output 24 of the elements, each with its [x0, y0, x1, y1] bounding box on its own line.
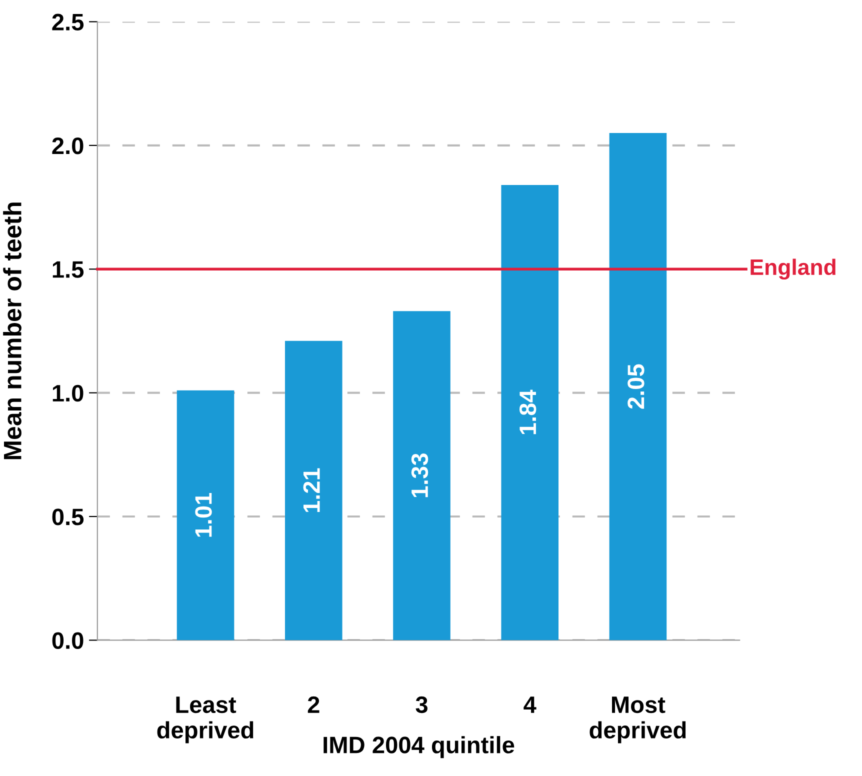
- x-tick-label: 4: [524, 696, 536, 713]
- data-label: 1.84: [519, 390, 536, 434]
- data-label: 1.33: [411, 454, 428, 498]
- y-tick-label: 0.0: [52, 632, 84, 649]
- y-tick-label: 0.5: [52, 508, 84, 526]
- x-tick-label: 3: [416, 696, 428, 714]
- bar: [393, 311, 450, 640]
- x-tick-label: Most deprived: [590, 696, 686, 744]
- data-label: 1.01: [195, 492, 212, 537]
- y-axis-title: Mean number of teeth: [3, 202, 22, 460]
- bar: [176, 390, 234, 640]
- ref-line-label: England: [750, 258, 836, 280]
- y-tick-label: 1.5: [52, 261, 84, 278]
- y-tick-label: 2.5: [52, 14, 84, 31]
- data-label: 1.21: [303, 468, 320, 512]
- bar: [501, 185, 559, 640]
- data-label: 2.05: [628, 364, 644, 409]
- x-tick-label: 2: [308, 696, 320, 713]
- bar: [284, 340, 342, 640]
- x-axis-title: IMD 2004 quintile: [324, 736, 514, 758]
- y-tick-label: 1.0: [52, 384, 84, 402]
- x-tick-label: Least deprived: [157, 696, 254, 744]
- bar: [609, 133, 667, 640]
- y-tick-label: 2.0: [52, 137, 84, 154]
